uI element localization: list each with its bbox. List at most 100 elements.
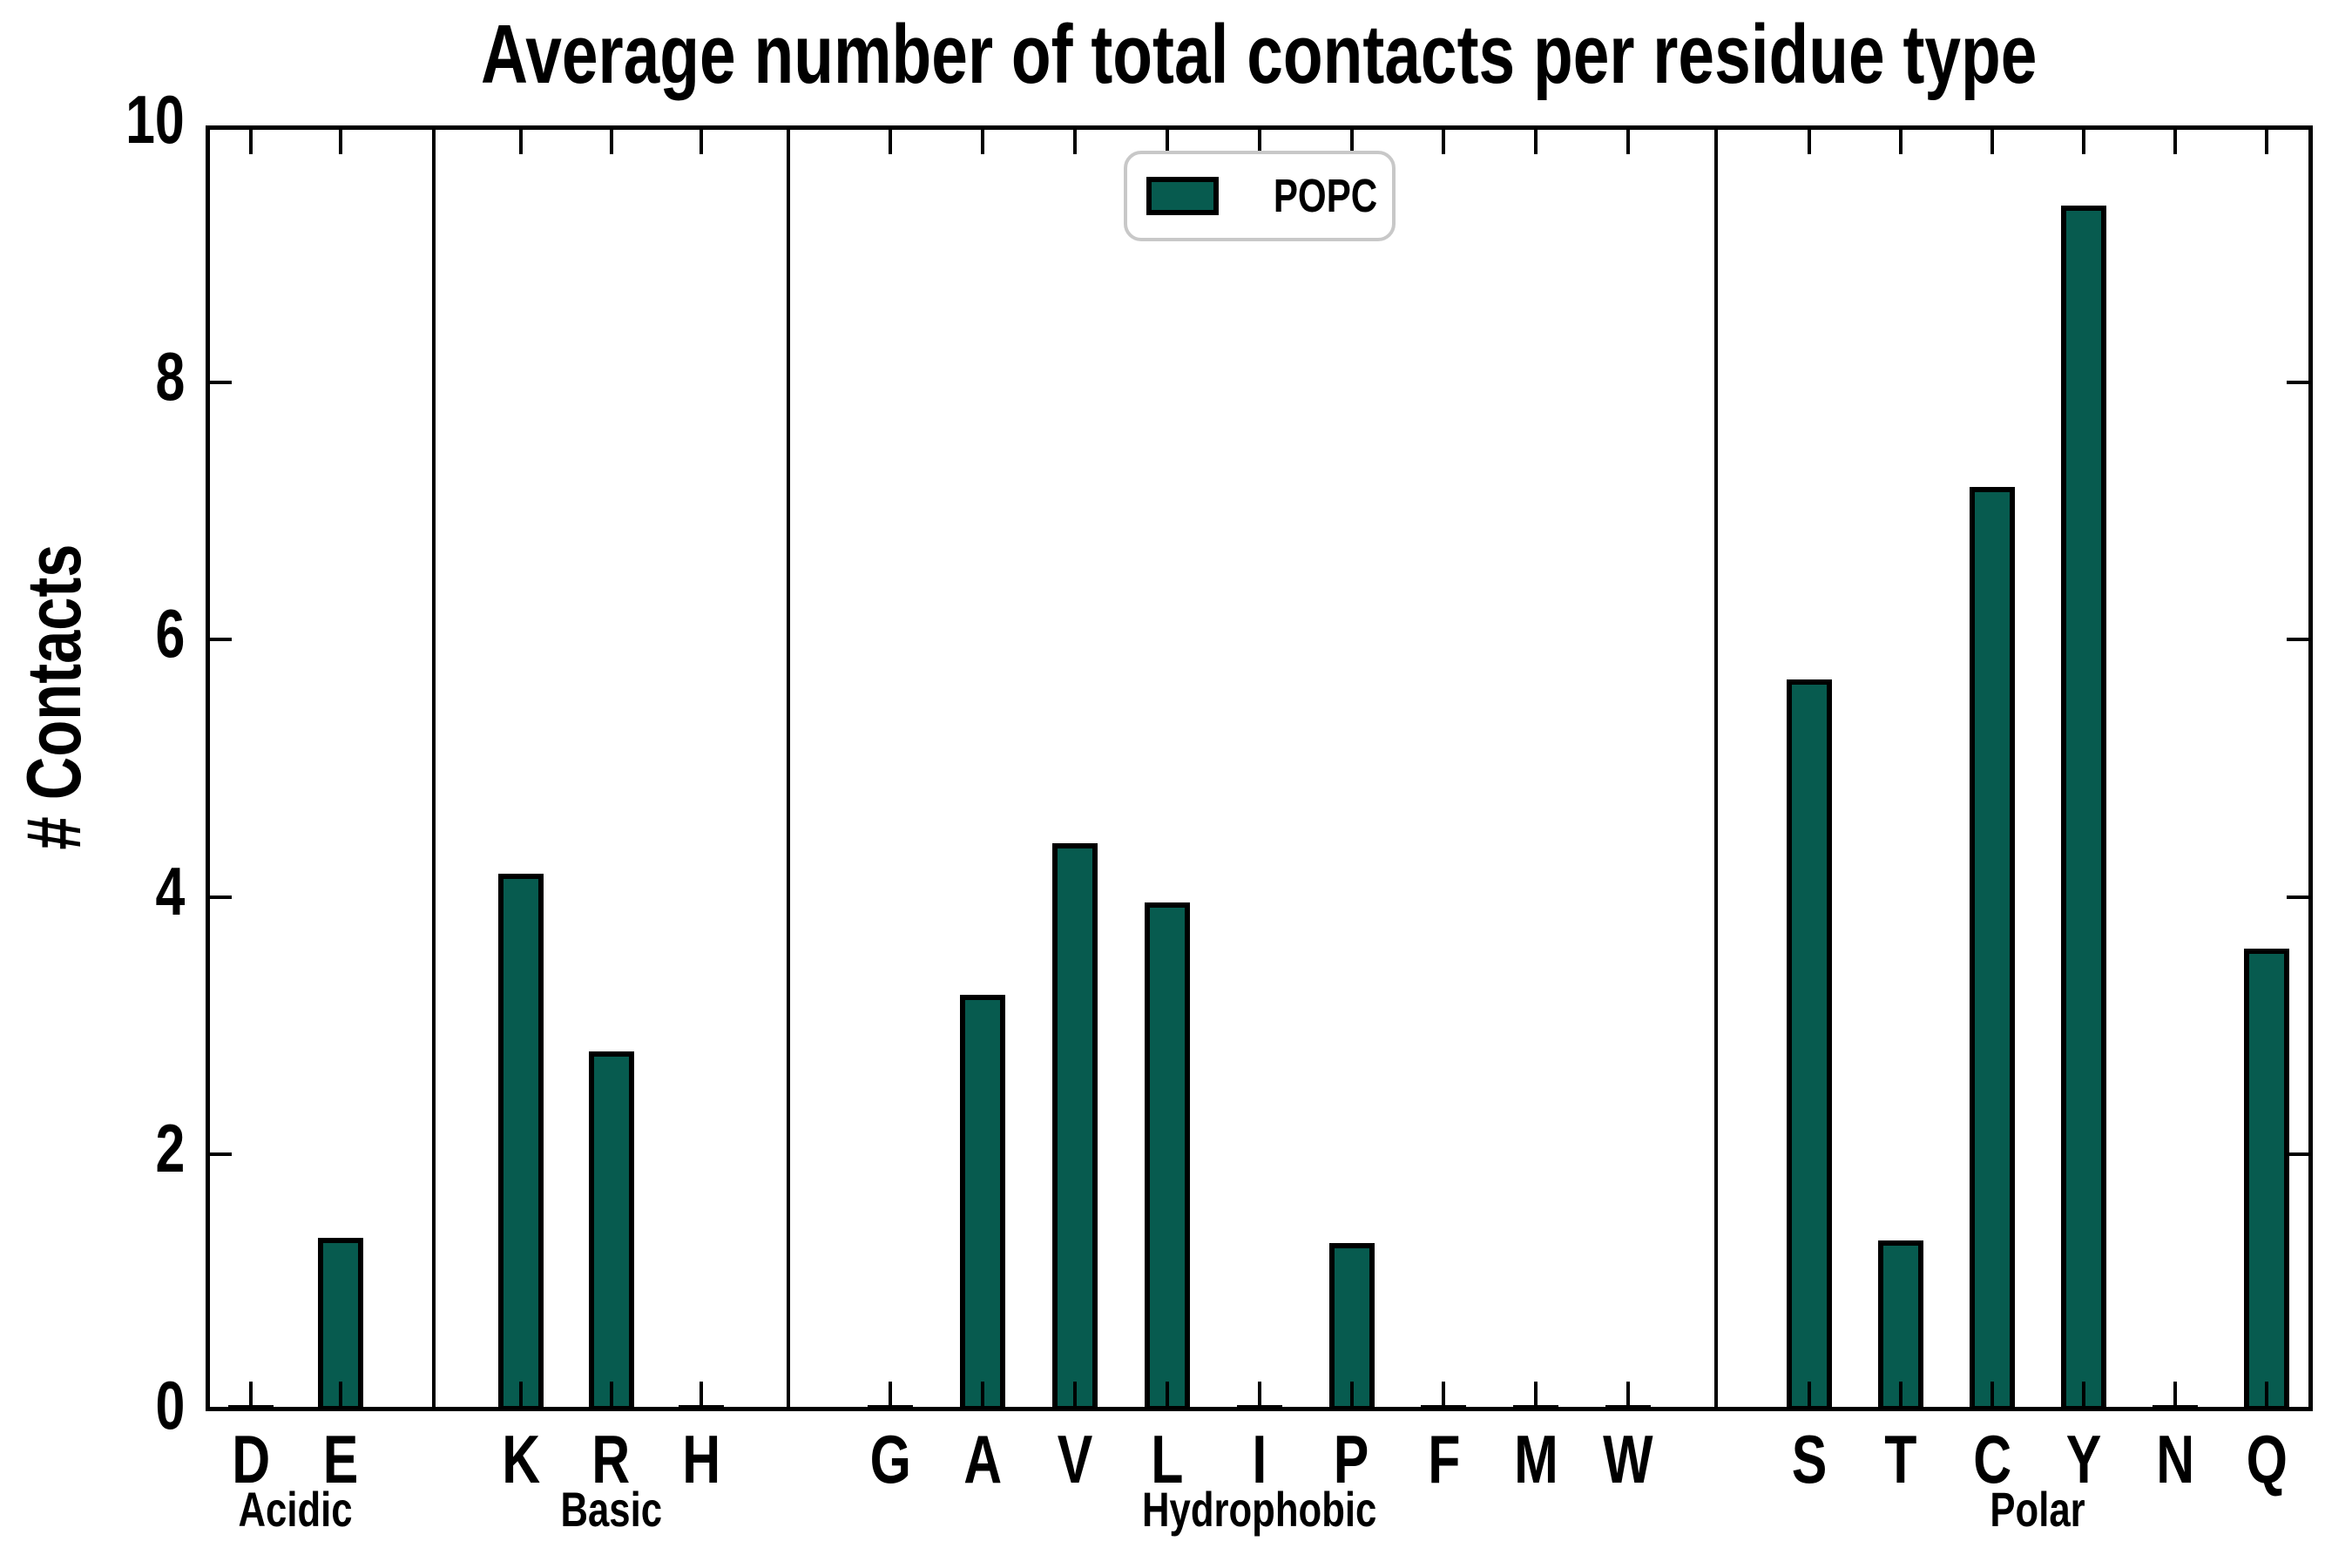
x-tick-label-I: I: [1199, 1420, 1321, 1499]
y-tick-mark-right: [2287, 1152, 2313, 1156]
x-tick-mark-bottom: [1072, 1382, 1077, 1411]
x-tick-label-text: W: [1603, 1421, 1653, 1497]
x-tick-label-K: K: [460, 1420, 582, 1499]
x-tick-label-S: S: [1748, 1420, 1870, 1499]
y-tick-label: 4: [0, 852, 185, 931]
x-tick-mark-top: [1626, 128, 1631, 154]
x-tick-mark-bottom: [519, 1382, 523, 1411]
x-tick-mark-top: [339, 128, 342, 154]
x-tick-mark-bottom: [1808, 1382, 1811, 1411]
x-tick-mark-bottom: [1257, 1382, 1261, 1411]
x-tick-label-Q: Q: [2206, 1420, 2328, 1499]
x-tick-label-text: E: [322, 1421, 359, 1497]
group-label-polar: Polar: [1794, 1481, 2282, 1538]
x-tick-mark-bottom: [249, 1382, 253, 1411]
y-tick-mark-left: [206, 1152, 232, 1156]
x-tick-mark-top: [700, 128, 703, 154]
x-tick-mark-bottom: [889, 1382, 892, 1411]
chart-title: Average number of total contacts per res…: [206, 7, 2313, 103]
y-tick-label: 6: [0, 594, 185, 673]
x-tick-mark-bottom: [1442, 1382, 1446, 1411]
x-tick-mark-bottom: [2265, 1382, 2268, 1411]
x-tick-label-text: P: [1334, 1421, 1369, 1497]
x-tick-mark-bottom: [1349, 1382, 1354, 1411]
x-tick-mark-top: [1899, 128, 1903, 154]
y-tick-label: 0: [0, 1366, 185, 1445]
x-tick-mark-top: [2173, 128, 2177, 154]
y-tick-mark-left: [206, 895, 232, 899]
x-tick-mark-top: [1165, 128, 1169, 154]
y-tick-label-text: 0: [155, 1367, 185, 1443]
legend-swatch-popc: [1146, 177, 1219, 215]
x-tick-mark-bottom: [1899, 1382, 1903, 1411]
bar-L: [1145, 902, 1190, 1411]
group-label-basic: Basic: [368, 1481, 855, 1538]
x-tick-mark-top: [1072, 128, 1077, 154]
x-tick-mark-top: [2082, 128, 2085, 154]
x-tick-label-text: F: [1427, 1421, 1460, 1497]
x-tick-mark-top: [2265, 128, 2268, 154]
y-tick-mark-left: [206, 381, 232, 385]
bar-T: [1878, 1240, 1923, 1411]
y-tick-label-text: 6: [155, 595, 185, 672]
bar-Y: [2061, 206, 2106, 1411]
x-tick-mark-bottom: [339, 1382, 342, 1411]
x-tick-label-text: Q: [2246, 1421, 2288, 1497]
x-tick-label-text: R: [591, 1421, 631, 1497]
group-label-acidic: Acidic: [52, 1481, 540, 1538]
y-axis-label: # Contacts: [10, 501, 98, 893]
x-tick-mark-top: [980, 128, 984, 154]
x-tick-label-text: I: [1252, 1421, 1267, 1497]
y-tick-label-text: 2: [155, 1109, 185, 1186]
x-tick-label-text: K: [502, 1421, 540, 1497]
y-tick-label-text: 10: [125, 81, 185, 158]
x-tick-label-T: T: [1840, 1420, 1962, 1499]
bar-S: [1787, 679, 1832, 1411]
x-tick-mark-top: [1349, 128, 1354, 154]
x-tick-mark-top: [1808, 128, 1811, 154]
x-tick-label-C: C: [1931, 1420, 2053, 1499]
chart-title-text: Average number of total contacts per res…: [481, 8, 2038, 101]
x-tick-label-text: L: [1151, 1421, 1184, 1497]
x-tick-label-V: V: [1014, 1420, 1136, 1499]
x-tick-mark-bottom: [1534, 1382, 1538, 1411]
group-separator-line: [787, 125, 790, 1411]
x-tick-label-W: W: [1567, 1420, 1689, 1499]
x-tick-label-text: G: [869, 1421, 911, 1497]
x-tick-label-M: M: [1475, 1420, 1597, 1499]
x-tick-label-text: Y: [2065, 1421, 2102, 1497]
y-tick-label: 10: [0, 80, 185, 159]
y-tick-label-text: 8: [155, 338, 185, 416]
x-tick-label-Y: Y: [2023, 1420, 2145, 1499]
x-tick-label-text: H: [682, 1421, 720, 1497]
x-tick-label-P: P: [1291, 1420, 1413, 1499]
y-tick-label: 8: [0, 337, 185, 416]
bar-K: [498, 874, 544, 1411]
x-tick-mark-top: [519, 128, 523, 154]
group-label-text: Hydrophobic: [1141, 1482, 1377, 1537]
x-tick-mark-bottom: [700, 1382, 703, 1411]
bar-A: [960, 995, 1005, 1411]
y-tick-mark-right: [2287, 638, 2313, 642]
x-tick-mark-bottom: [1990, 1382, 1994, 1411]
x-tick-label-F: F: [1382, 1420, 1504, 1499]
x-tick-mark-top: [1990, 128, 1994, 154]
bar-R: [589, 1051, 634, 1411]
x-tick-mark-top: [609, 128, 613, 154]
x-tick-label-text: N: [2156, 1421, 2194, 1497]
x-tick-mark-bottom: [1626, 1382, 1631, 1411]
x-tick-label-N: N: [2114, 1420, 2236, 1499]
group-label-text: Acidic: [238, 1482, 354, 1537]
x-tick-mark-top: [1534, 128, 1538, 154]
x-tick-label-D: D: [190, 1420, 312, 1499]
x-tick-mark-top: [249, 128, 253, 154]
y-axis-label-text: # Contacts: [10, 544, 97, 850]
x-tick-label-text: S: [1791, 1421, 1828, 1497]
group-label-text: Polar: [1990, 1482, 2086, 1537]
y-tick-label: 2: [0, 1109, 185, 1188]
x-tick-label-text: A: [963, 1421, 1002, 1497]
group-label-text: Basic: [560, 1482, 662, 1537]
x-tick-mark-bottom: [2173, 1382, 2177, 1411]
group-separator-line: [432, 125, 436, 1411]
y-tick-mark-right: [2287, 895, 2313, 899]
